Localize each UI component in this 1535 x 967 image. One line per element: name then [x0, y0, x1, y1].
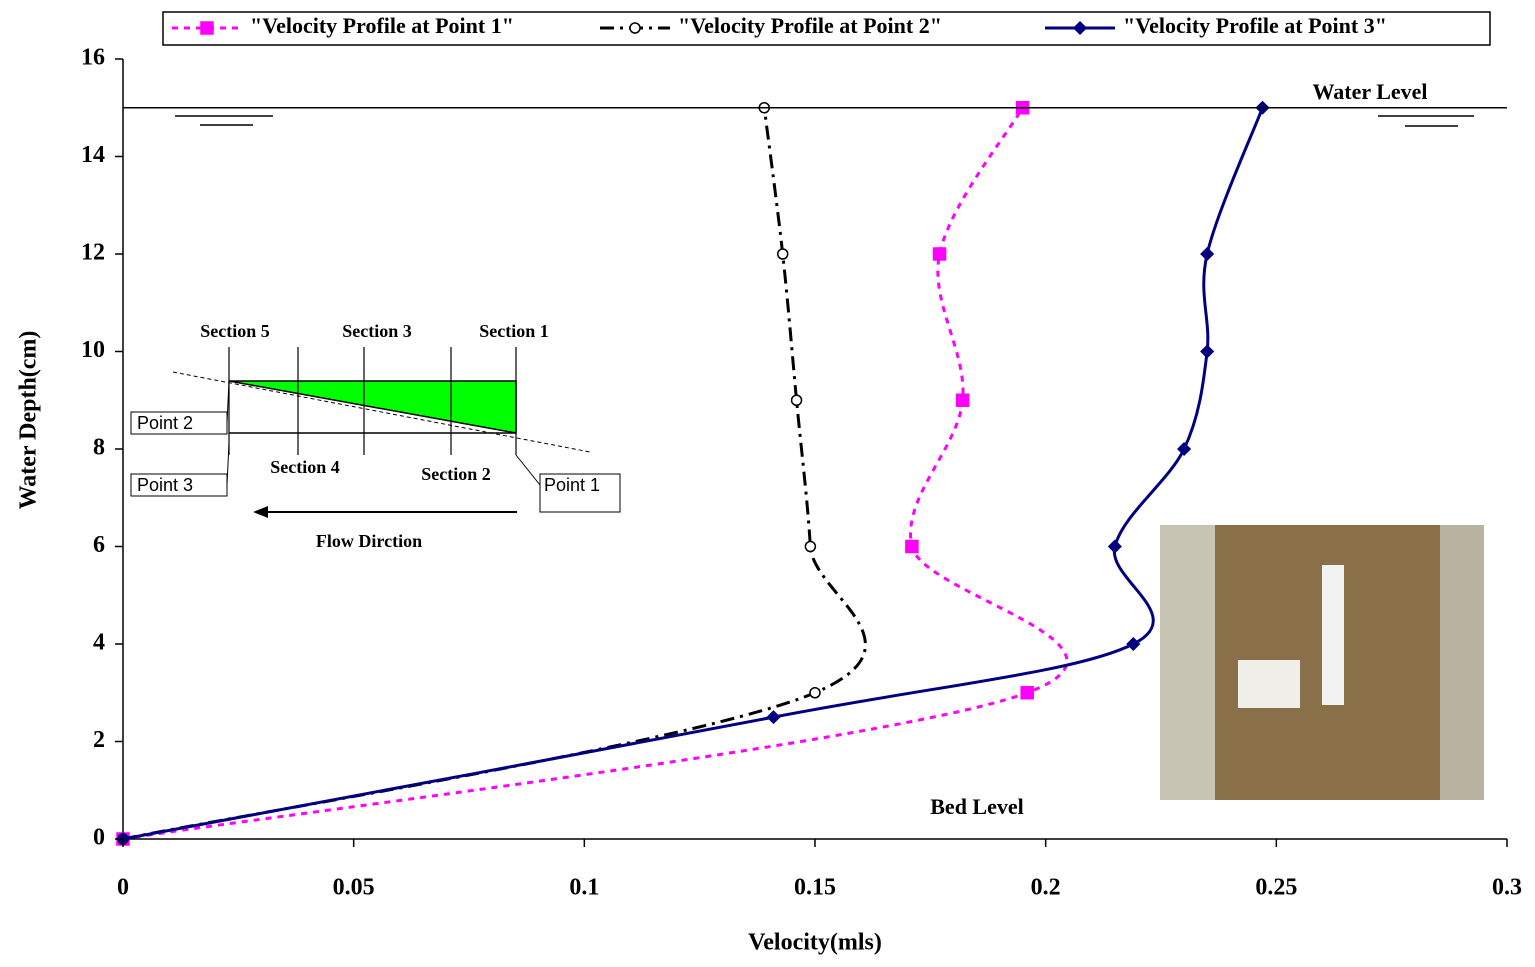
legend-marker	[629, 22, 641, 34]
y-tick-label: 12	[81, 240, 105, 266]
legend-label: "Velocity Profile at Point 3"	[1123, 13, 1387, 38]
x-tick-label: 0.1	[569, 875, 599, 901]
y-tick-label: 0	[93, 825, 105, 851]
y-tick-label: 8	[93, 435, 105, 461]
inset-label: Section 2	[421, 464, 491, 484]
marker	[1200, 246, 1215, 262]
inset-label: Point 3	[137, 475, 193, 495]
photo	[1160, 525, 1484, 800]
annotation: Bed Level	[930, 794, 1024, 819]
plot	[115, 100, 1270, 847]
annotation: Water Level	[1312, 79, 1427, 104]
x-axis-title: Velocity(mls)	[748, 930, 882, 956]
x-tick-label: 0.05	[333, 875, 375, 901]
marker	[766, 710, 781, 725]
legend-label: "Velocity Profile at Point 1"	[250, 13, 514, 38]
legend-items: "Velocity Profile at Point 1" "Velocity P…	[172, 13, 1387, 38]
y-tick-label: 6	[93, 532, 105, 558]
series-line	[122, 107, 1069, 841]
y-tick-label: 4	[93, 630, 105, 656]
x-tick-label: 0.3	[1492, 875, 1522, 901]
marker	[1177, 441, 1192, 457]
marker	[932, 247, 947, 261]
legend-marker	[1072, 20, 1088, 36]
marker	[1200, 344, 1215, 359]
inset-diagram: Section 5 Section 3 Section 1 Section 4 …	[130, 321, 621, 551]
marker	[1020, 686, 1034, 700]
water-symbols	[175, 115, 1474, 127]
marker	[809, 687, 821, 699]
inset-label: Section 3	[342, 321, 412, 341]
y-tick-label: 16	[81, 45, 105, 71]
marker	[790, 394, 803, 406]
inset-label: Section 1	[479, 321, 549, 341]
series-line	[122, 107, 1264, 841]
x-tick-label: 0.2	[1031, 875, 1061, 901]
y-tick-label: 2	[93, 727, 105, 753]
inset-label: Point 1	[544, 475, 600, 495]
series-line	[122, 107, 867, 841]
x-tick-label: 0.25	[1255, 875, 1297, 901]
y-axis-title: Water Depth(cm)	[16, 331, 42, 510]
legend-marker	[200, 21, 214, 35]
marker	[1107, 539, 1122, 554]
marker	[955, 393, 970, 407]
y-tick-label: 10	[81, 337, 105, 363]
legend	[162, 11, 1491, 46]
inset-label: Section 4	[270, 457, 340, 477]
x-tick-label: 0.15	[794, 875, 836, 901]
marker	[776, 248, 789, 260]
inset-label: Point 2	[137, 413, 193, 433]
marker	[1126, 636, 1141, 652]
marker	[804, 540, 817, 553]
inset-label: Flow Dirction	[316, 531, 422, 551]
x-tick-label: 0	[117, 875, 129, 901]
y-tick-label: 14	[81, 142, 105, 168]
inset-label: Section 5	[200, 321, 270, 341]
legend-label: "Velocity Profile at Point 2"	[678, 13, 942, 38]
marker	[905, 539, 919, 554]
